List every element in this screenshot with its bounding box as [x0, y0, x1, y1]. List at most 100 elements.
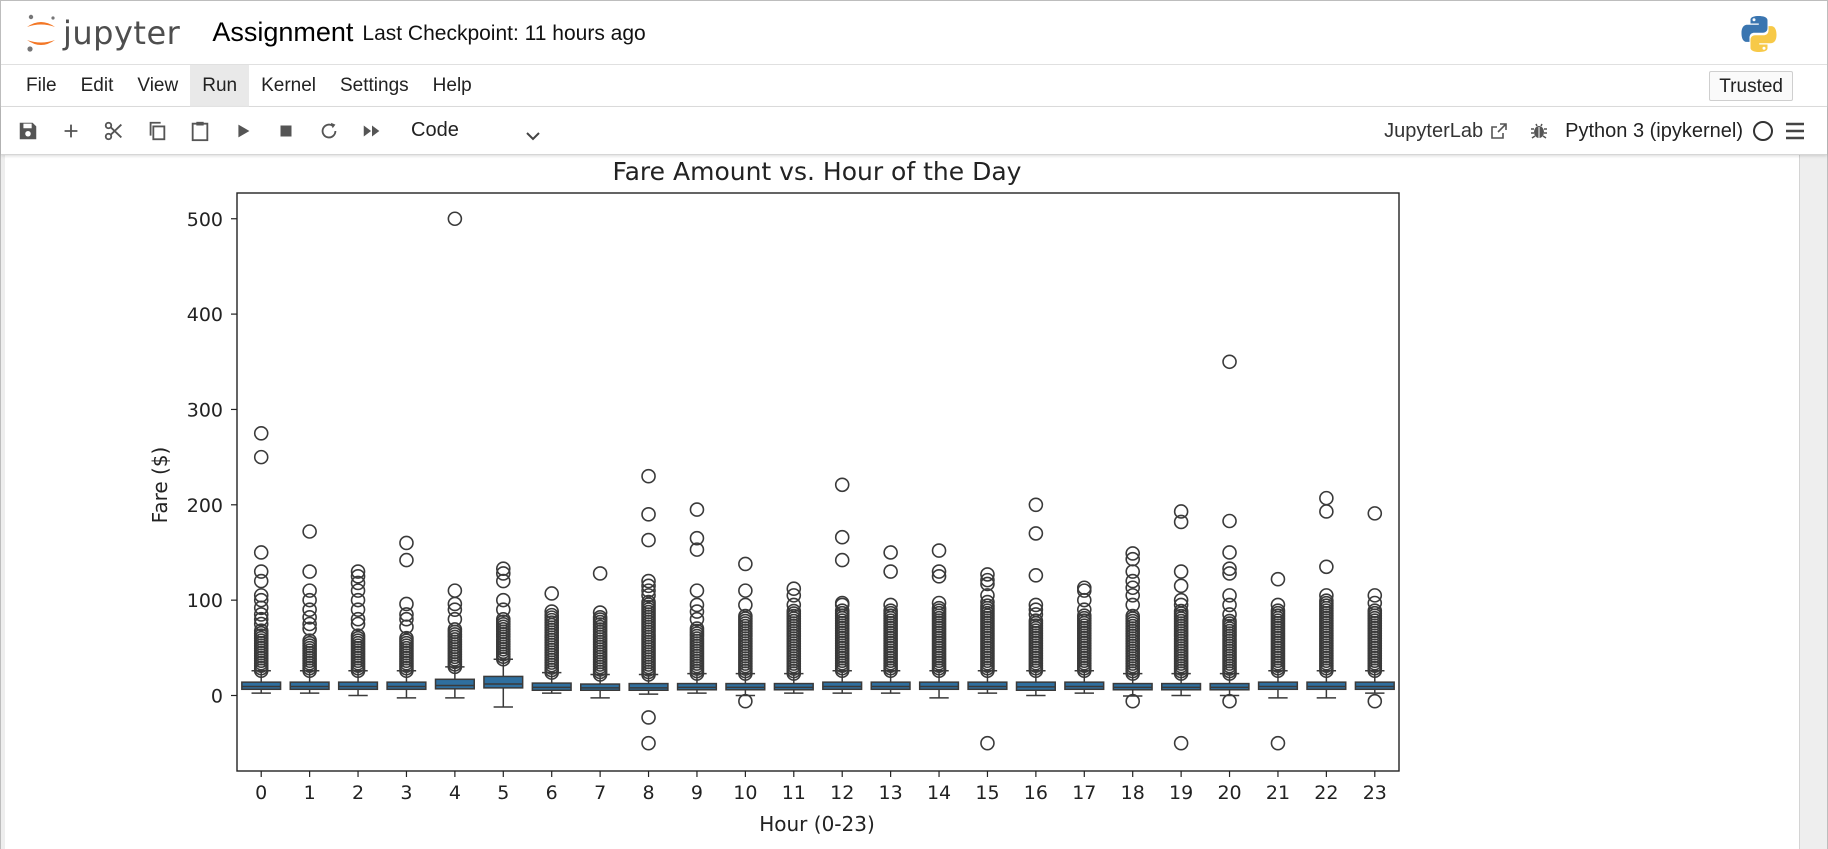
outlier-point: [1028, 597, 1044, 613]
trusted-indicator[interactable]: Trusted: [1709, 71, 1793, 101]
outlier-point: [253, 564, 269, 579]
x-axis-label: Hour (0-23): [759, 812, 875, 836]
outlier-point: [931, 595, 947, 611]
outlier-point: [253, 611, 269, 627]
save-button[interactable]: [6, 111, 49, 151]
outlier-point: [641, 710, 656, 725]
outlier-point: [544, 604, 560, 619]
kernel-name[interactable]: Python 3 (ipykernel): [1565, 119, 1743, 142]
outlier-point: [1222, 597, 1237, 613]
run-all-button[interactable]: [350, 111, 393, 151]
outlier-dense: [883, 603, 898, 619]
box-hour-2: [337, 564, 379, 697]
outlier-point: [786, 581, 802, 597]
cell-type-dropdown[interactable]: Code: [411, 113, 541, 149]
outlier-point: [641, 507, 656, 522]
x-tick-label-5: 5: [497, 782, 509, 804]
outlier-dense: [350, 628, 366, 644]
jupyter-logo-icon: [27, 14, 55, 52]
box-hour-18: [1112, 546, 1153, 709]
notebook-panel: 0 100 200 300 400 500 0 1 2 3 4 5 6 7 8 9 10 11 12 13 14 15 16…: [1, 155, 1827, 849]
paste-button[interactable]: [178, 111, 221, 151]
menu-file[interactable]: File: [26, 74, 57, 96]
outlier-point: [1125, 546, 1141, 561]
outlier-point: [689, 530, 705, 546]
outlier-point: [1270, 571, 1286, 587]
box-hour-22: [1306, 490, 1347, 699]
open-in-jupyterlab-link[interactable]: JupyterLab: [1384, 120, 1509, 143]
menu-edit[interactable]: Edit: [80, 74, 114, 96]
menu-kernel[interactable]: Kernel: [261, 74, 316, 96]
outlier-point: [399, 619, 414, 635]
add-icon: [64, 124, 77, 137]
outlier-point: [980, 576, 995, 592]
outlier-point: [495, 592, 511, 608]
outlier-point: [1270, 735, 1286, 751]
cut-button[interactable]: [92, 111, 135, 151]
outlier-point: [544, 586, 560, 601]
box-hour-20: [1209, 354, 1250, 709]
outlier-point: [834, 477, 850, 493]
outlier-point: [834, 552, 850, 568]
outlier-point: [931, 569, 947, 584]
interrupt-button[interactable]: [264, 111, 307, 151]
outlier-point: [1125, 588, 1141, 603]
outlier-point: [350, 583, 366, 598]
iqr-box: [628, 682, 669, 692]
cut-icon: [104, 121, 122, 140]
outlier-point: [689, 542, 705, 557]
outlier-point: [1222, 513, 1237, 529]
outlier-point: [883, 545, 898, 560]
menu-icon[interactable]: [1785, 122, 1805, 140]
menu-settings[interactable]: Settings: [340, 74, 409, 96]
box-hour-1: [289, 524, 330, 694]
outlier-point: [1076, 580, 1092, 596]
outlier-point: [302, 610, 317, 625]
outlier-point: [350, 569, 366, 584]
outlier-point: [592, 610, 608, 625]
outlier-point: [1028, 526, 1044, 541]
add-cell-button[interactable]: [49, 111, 92, 151]
menu-run[interactable]: Run: [190, 64, 250, 107]
cell-output-area: 0 100 200 300 400 500 0 1 2 3 4 5 6 7 8 9 10 11 12 13 14 15 16…: [5, 155, 1800, 849]
outlier-point: [641, 532, 656, 548]
x-tick-label-10: 10: [733, 782, 757, 804]
outlier-point: [447, 211, 463, 227]
outlier-dense: [786, 603, 802, 619]
x-tick-label-9: 9: [691, 782, 703, 804]
outlier-point: [350, 575, 366, 591]
copy-button[interactable]: [135, 111, 178, 151]
outlier-point: [350, 602, 366, 617]
outlier-dense: [1028, 613, 1044, 629]
run-button[interactable]: [221, 111, 264, 151]
outlier-point: [641, 578, 656, 594]
outlier-point: [253, 592, 269, 608]
debugger-bug-icon[interactable]: [1529, 121, 1549, 141]
jupyter-logo[interactable]: jupyter: [23, 13, 180, 53]
outlier-point: [689, 611, 705, 627]
outlier-point: [980, 735, 995, 751]
box-hour-9: [676, 502, 718, 694]
x-tick-label-0: 0: [255, 782, 267, 804]
notebook-title[interactable]: Assignment: [212, 17, 354, 47]
restart-icon: [321, 122, 336, 138]
restart-button[interactable]: [307, 111, 350, 151]
x-tick-label-8: 8: [642, 782, 654, 804]
outlier-point: [495, 573, 511, 589]
outlier-point: [1173, 514, 1189, 530]
y-tick-label-200: 200: [187, 495, 223, 517]
outlier-point: [641, 583, 656, 598]
menu-view[interactable]: View: [137, 74, 179, 96]
outlier-dense: [253, 623, 269, 639]
outlier-point: [641, 573, 656, 589]
menu-bar: File Edit View Run Kernel Settings Help …: [1, 64, 1827, 107]
menu-help[interactable]: Help: [432, 74, 472, 96]
outlier-dense: [544, 607, 560, 623]
outlier-point: [1028, 568, 1044, 583]
outlier-point: [1367, 506, 1383, 521]
x-tick-label-12: 12: [830, 782, 854, 804]
plot-frame: [236, 192, 1400, 772]
outlier-point: [738, 597, 753, 613]
outlier-point: [1173, 504, 1189, 519]
y-tick-label-100: 100: [187, 590, 223, 612]
